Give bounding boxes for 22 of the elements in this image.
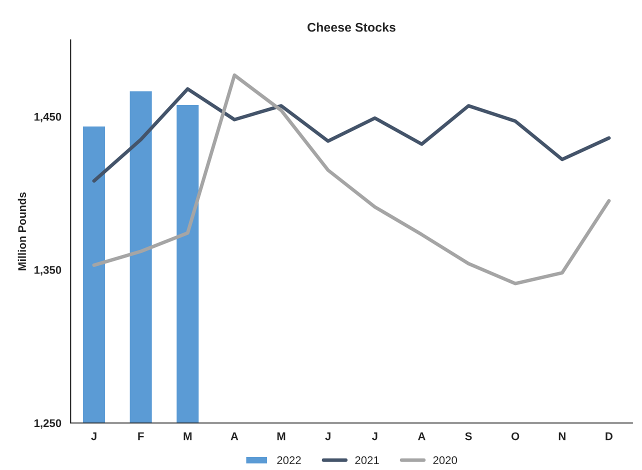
x-tick-label: M <box>277 432 286 440</box>
line-series <box>92 87 611 183</box>
line-series <box>92 73 611 286</box>
x-tick-label: J <box>91 432 96 440</box>
x-tick-label: M <box>184 432 192 440</box>
x-tick-label: N <box>558 432 566 440</box>
x-tick-label: D <box>606 432 613 440</box>
x-tick-label: A <box>230 432 238 440</box>
x-tick-label: J <box>372 432 378 440</box>
y-tick-label: 1,250 <box>34 419 62 429</box>
x-tick-label: S <box>465 432 472 440</box>
x-tick-label: J <box>325 432 330 440</box>
x-tick-label: F <box>138 432 144 440</box>
y-tick-label: 1,450 <box>34 112 62 122</box>
y-axis-title: Million Pounds <box>18 192 26 270</box>
chart-title: Cheese Stocks <box>308 22 396 32</box>
legend-label: 2022 <box>277 456 301 464</box>
legend-label: 2020 <box>433 456 458 464</box>
y-tick-label: 1,350 <box>34 266 62 276</box>
x-tick-label: O <box>511 432 520 440</box>
x-tick-label: A <box>418 432 426 440</box>
legend-label: 2021 <box>355 456 379 464</box>
